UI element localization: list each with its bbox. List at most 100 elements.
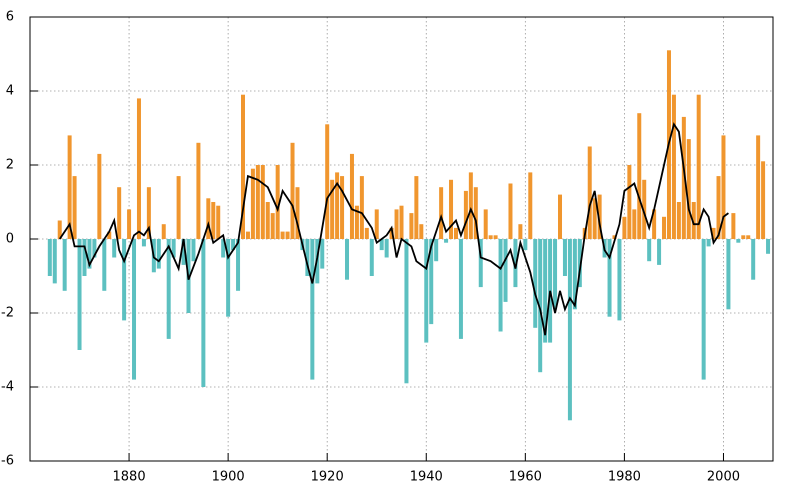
bar — [627, 165, 632, 239]
bar — [379, 239, 384, 251]
bar — [295, 187, 300, 239]
bar — [503, 239, 508, 302]
bar — [607, 239, 612, 317]
bar — [681, 116, 686, 239]
bar — [196, 142, 201, 239]
bar — [384, 239, 389, 258]
bar — [369, 239, 374, 276]
x-tick-label: 1900 — [212, 470, 245, 485]
bar — [686, 139, 691, 239]
bar — [290, 142, 295, 239]
bar — [359, 176, 364, 239]
bar — [716, 176, 721, 239]
smoothed-line — [58, 122, 729, 336]
bar — [221, 239, 226, 258]
bar — [513, 239, 518, 288]
bar — [181, 239, 186, 265]
y-tick-label: 2 — [6, 158, 14, 173]
bar — [736, 239, 741, 243]
bar — [468, 172, 473, 239]
bar — [632, 209, 637, 239]
bar — [399, 205, 404, 239]
bar — [553, 239, 558, 310]
bar — [92, 239, 97, 258]
bar — [756, 135, 761, 239]
bar — [657, 239, 662, 265]
bar — [523, 239, 528, 251]
bar — [245, 231, 250, 239]
bar — [662, 216, 667, 239]
bar — [374, 209, 379, 239]
y-tick-label: 6 — [6, 10, 14, 25]
bar — [77, 239, 82, 350]
bar — [543, 239, 548, 343]
bar — [696, 94, 701, 239]
bar — [364, 227, 369, 239]
bar — [731, 213, 736, 239]
bar — [354, 205, 359, 239]
bar — [409, 213, 414, 239]
bar — [335, 172, 340, 239]
x-tick-label: 1980 — [608, 470, 641, 485]
bar — [746, 235, 751, 239]
bar — [439, 187, 444, 239]
bar — [508, 183, 513, 239]
y-tick-label: 4 — [6, 84, 14, 99]
bar — [107, 231, 112, 239]
bar — [567, 239, 572, 421]
bar — [538, 239, 543, 373]
bar — [533, 239, 538, 328]
bar — [761, 161, 766, 239]
x-tick-label: 1960 — [509, 470, 542, 485]
bar — [577, 239, 582, 288]
bar — [136, 98, 141, 240]
x-tick-label: 1920 — [311, 470, 344, 485]
bar — [419, 224, 424, 239]
bar — [726, 239, 731, 310]
bar — [706, 239, 711, 247]
bar — [483, 209, 488, 239]
bar — [340, 176, 345, 239]
bar — [637, 113, 642, 239]
bar — [171, 239, 176, 258]
bar — [240, 94, 245, 239]
bar — [701, 239, 706, 380]
bar — [389, 227, 394, 239]
bar — [741, 235, 746, 239]
bar — [52, 239, 57, 284]
bar — [132, 239, 137, 380]
bar — [176, 176, 181, 239]
bar — [211, 202, 216, 239]
bar — [478, 239, 483, 288]
bar — [146, 187, 151, 239]
bar — [751, 239, 756, 280]
bar — [191, 239, 196, 262]
bar — [721, 135, 726, 239]
bar — [429, 239, 434, 325]
bar — [260, 165, 265, 239]
bar — [617, 239, 622, 321]
bar — [255, 165, 260, 239]
bar — [87, 239, 92, 269]
bar — [345, 239, 350, 280]
bar — [597, 194, 602, 239]
bar — [330, 179, 335, 239]
x-tick-label: 1880 — [113, 470, 146, 485]
bar — [102, 239, 107, 291]
bar — [127, 209, 132, 239]
x-tick-label: 2000 — [707, 470, 740, 485]
bar — [453, 227, 458, 239]
bar — [112, 239, 117, 258]
y-tick-label: -4 — [1, 380, 14, 395]
bar — [206, 198, 211, 239]
bar — [652, 209, 657, 239]
bar — [285, 231, 290, 239]
bar — [325, 124, 330, 239]
bar — [320, 239, 325, 269]
bar — [592, 198, 597, 239]
bar — [622, 216, 627, 239]
bar — [449, 179, 454, 239]
bar — [434, 239, 439, 262]
y-tick-label: -6 — [1, 454, 14, 469]
